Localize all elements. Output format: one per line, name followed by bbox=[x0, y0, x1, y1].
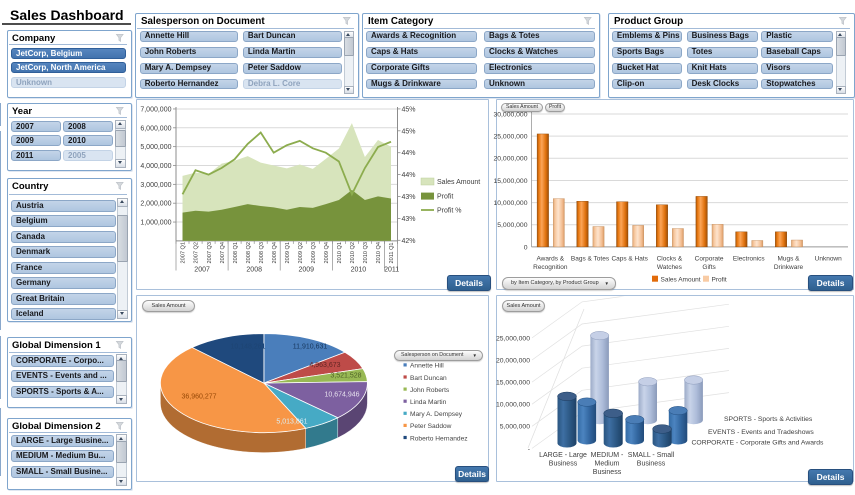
svg-text:10,000,000: 10,000,000 bbox=[493, 200, 527, 207]
svg-text:Caps & Hats: Caps & Hats bbox=[611, 256, 648, 263]
svg-text:45%: 45% bbox=[402, 128, 416, 135]
svg-text:42%: 42% bbox=[402, 238, 416, 245]
svg-text:10,674,946: 10,674,946 bbox=[324, 391, 359, 398]
svg-text:Awards &: Awards & bbox=[536, 256, 564, 263]
svg-text:Business: Business bbox=[549, 461, 578, 468]
svg-text:2007 Q3: 2007 Q3 bbox=[207, 242, 213, 263]
svg-text:2008 Q2: 2008 Q2 bbox=[246, 242, 252, 263]
svg-text:SMALL - Small: SMALL - Small bbox=[628, 452, 675, 459]
svg-text:CORPORATE - Corporate Gifts an: CORPORATE - Corporate Gifts and Awards bbox=[692, 440, 825, 447]
svg-text:Electronics: Electronics bbox=[733, 256, 766, 263]
svg-text:7,000,000: 7,000,000 bbox=[140, 106, 171, 113]
svg-text:Profit: Profit bbox=[712, 277, 727, 284]
svg-text:Mary A. Dempsey: Mary A. Dempsey bbox=[410, 411, 463, 418]
svg-text:44%: 44% bbox=[402, 150, 416, 157]
svg-text:2008 Q4: 2008 Q4 bbox=[272, 242, 278, 263]
svg-text:2010 Q4: 2010 Q4 bbox=[376, 242, 382, 263]
svg-text:Bags & Totes: Bags & Totes bbox=[571, 256, 610, 263]
svg-text:3,521,528: 3,521,528 bbox=[330, 372, 361, 379]
svg-text:Peter Saddow: Peter Saddow bbox=[410, 423, 452, 430]
svg-text:EVENTS - Events and Tradeshows: EVENTS - Events and Tradeshows bbox=[708, 429, 814, 436]
svg-text:Watches: Watches bbox=[657, 264, 683, 271]
svg-text:2008 Q1: 2008 Q1 bbox=[233, 242, 239, 263]
svg-text:43%: 43% bbox=[402, 216, 416, 223]
svg-text:LARGE - Large: LARGE - Large bbox=[539, 452, 587, 459]
svg-text:2010: 2010 bbox=[351, 267, 367, 274]
svg-text:5,013,861: 5,013,861 bbox=[276, 418, 307, 425]
svg-text:25,000,000: 25,000,000 bbox=[493, 134, 527, 141]
svg-text:Bart Duncan: Bart Duncan bbox=[410, 375, 447, 382]
svg-text:Unknown: Unknown bbox=[815, 256, 842, 263]
svg-text:Recognition: Recognition bbox=[533, 264, 568, 271]
svg-text:Profit %: Profit % bbox=[437, 208, 462, 215]
svg-text:2009 Q4: 2009 Q4 bbox=[324, 242, 330, 263]
svg-text:2010 Q3: 2010 Q3 bbox=[363, 242, 369, 263]
svg-text:11,910,631: 11,910,631 bbox=[293, 343, 328, 350]
svg-text:5,000,000: 5,000,000 bbox=[500, 424, 530, 431]
svg-text:2008 Q3: 2008 Q3 bbox=[259, 242, 265, 263]
svg-text:4,000,000: 4,000,000 bbox=[140, 163, 171, 170]
svg-text:0: 0 bbox=[524, 244, 528, 251]
svg-text:2011 Q1: 2011 Q1 bbox=[389, 242, 395, 263]
svg-text:2009 Q2: 2009 Q2 bbox=[298, 242, 304, 263]
svg-text:2010 Q2: 2010 Q2 bbox=[350, 242, 356, 263]
svg-text:25,000,000: 25,000,000 bbox=[496, 335, 530, 342]
svg-text:Corporate: Corporate bbox=[695, 256, 724, 263]
svg-text:Roberto Hernandez: Roberto Hernandez bbox=[410, 435, 468, 442]
svg-text:44%: 44% bbox=[402, 172, 416, 179]
svg-text:4,963,673: 4,963,673 bbox=[309, 362, 340, 369]
svg-text:SPORTS - Sports & Activities: SPORTS - Sports & Activities bbox=[724, 416, 813, 423]
svg-text:2,000,000: 2,000,000 bbox=[140, 201, 171, 208]
svg-text:2008: 2008 bbox=[246, 267, 262, 274]
svg-text:2009 Q1: 2009 Q1 bbox=[285, 242, 291, 263]
svg-text:Gifts: Gifts bbox=[702, 264, 716, 271]
svg-text:Linda Martin: Linda Martin bbox=[410, 399, 447, 406]
svg-text:Sales Amount: Sales Amount bbox=[661, 277, 701, 284]
svg-text:Profit: Profit bbox=[437, 194, 453, 201]
svg-text:10,148,261: 10,148,261 bbox=[230, 343, 265, 350]
svg-text:2010 Q1: 2010 Q1 bbox=[337, 242, 343, 263]
svg-text:36,960,277: 36,960,277 bbox=[181, 393, 216, 400]
svg-text:2009: 2009 bbox=[299, 267, 315, 274]
svg-text:45%: 45% bbox=[402, 106, 416, 113]
svg-text:Medium: Medium bbox=[595, 461, 620, 468]
svg-text:15,000,000: 15,000,000 bbox=[496, 380, 530, 387]
svg-text:2009 Q3: 2009 Q3 bbox=[311, 242, 317, 263]
svg-text:2007 Q4: 2007 Q4 bbox=[220, 242, 226, 263]
svg-text:2007: 2007 bbox=[194, 267, 210, 274]
svg-text:-: - bbox=[528, 446, 530, 453]
svg-text:3,000,000: 3,000,000 bbox=[140, 182, 171, 189]
svg-text:Drinkware: Drinkware bbox=[774, 264, 804, 271]
svg-text:Business: Business bbox=[637, 461, 666, 468]
svg-text:30,000,000: 30,000,000 bbox=[493, 111, 527, 118]
svg-text:John Roberts: John Roberts bbox=[410, 387, 450, 394]
svg-text:Mugs &: Mugs & bbox=[777, 256, 800, 263]
svg-text:2011: 2011 bbox=[384, 267, 399, 274]
svg-text:5,000,000: 5,000,000 bbox=[497, 222, 527, 229]
svg-text:5,000,000: 5,000,000 bbox=[140, 144, 171, 151]
svg-text:20,000,000: 20,000,000 bbox=[496, 357, 530, 364]
svg-text:43%: 43% bbox=[402, 194, 416, 201]
svg-text:10,000,000: 10,000,000 bbox=[496, 402, 530, 409]
svg-text:2007 Q1: 2007 Q1 bbox=[181, 242, 187, 263]
svg-text:Clocks &: Clocks & bbox=[657, 256, 683, 263]
svg-text:MEDIUM -: MEDIUM - bbox=[591, 452, 624, 459]
svg-text:20,000,000: 20,000,000 bbox=[493, 156, 527, 163]
svg-text:1,000,000: 1,000,000 bbox=[140, 220, 171, 227]
svg-text:Annette Hill: Annette Hill bbox=[410, 363, 444, 370]
svg-text:6,000,000: 6,000,000 bbox=[140, 125, 171, 132]
svg-text:Sales Amount: Sales Amount bbox=[437, 179, 480, 186]
svg-text:2007 Q2: 2007 Q2 bbox=[194, 242, 200, 263]
svg-text:Business: Business bbox=[593, 469, 622, 476]
svg-text:15,000,000: 15,000,000 bbox=[493, 178, 527, 185]
